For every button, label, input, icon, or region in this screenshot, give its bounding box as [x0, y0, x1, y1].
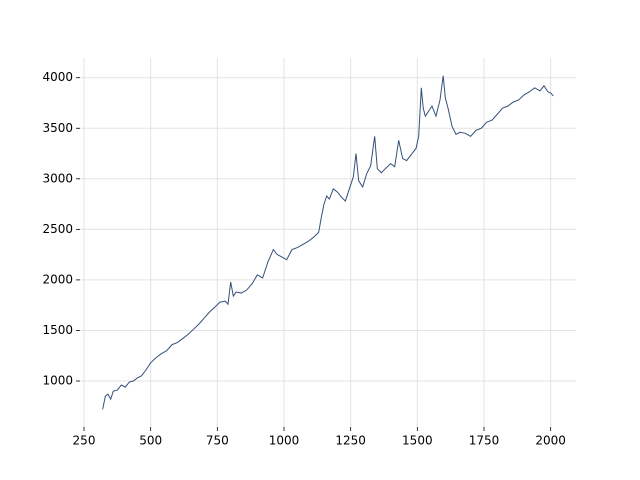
y-tick-label: 2500 [42, 222, 73, 236]
x-tick-label: 500 [139, 434, 162, 448]
y-tick-label: 2000 [42, 272, 73, 286]
x-tick-label: 1250 [335, 434, 366, 448]
y-tick-label: 1000 [42, 374, 73, 388]
y-tick-label: 3500 [42, 121, 73, 135]
x-tick-label: 750 [206, 434, 229, 448]
y-tick-label: 3000 [42, 171, 73, 185]
x-tick-label: 1000 [269, 434, 300, 448]
x-tick-label: 1750 [469, 434, 500, 448]
y-tick-label: 4000 [42, 70, 73, 84]
line [102, 75, 554, 410]
x-tick-label: 2000 [535, 434, 566, 448]
y-tick-label: 1500 [42, 323, 73, 337]
x-tick-label: 1500 [402, 434, 433, 448]
x-tick-label: 250 [73, 434, 96, 448]
